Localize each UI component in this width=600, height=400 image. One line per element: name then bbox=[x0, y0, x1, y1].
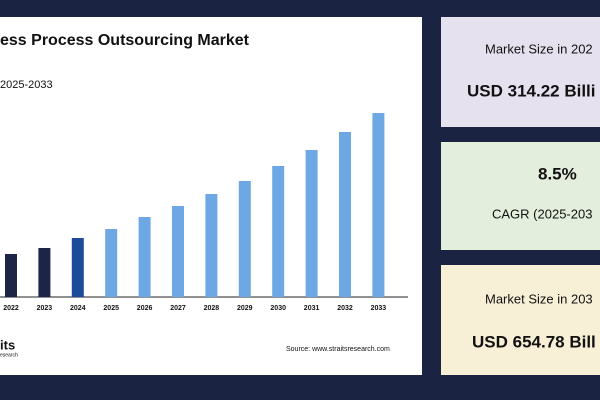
x-tick-label: 2031 bbox=[304, 305, 320, 312]
x-tick-label: 2024 bbox=[70, 305, 86, 312]
chart-subtitle: 2025-2033 bbox=[0, 79, 53, 91]
bar bbox=[71, 238, 84, 297]
card-value: USD 314.22 Billi bbox=[467, 81, 596, 100]
card-label: CAGR (2025-203 bbox=[492, 206, 592, 221]
card-value: 8.5% bbox=[538, 164, 577, 183]
x-tick-label: 2030 bbox=[270, 305, 286, 312]
bar bbox=[38, 248, 51, 297]
card bbox=[441, 17, 600, 127]
x-tick-label: 2032 bbox=[337, 305, 353, 312]
card bbox=[441, 265, 600, 375]
chart-title: ess Process Outsourcing Market bbox=[0, 32, 250, 49]
x-tick-label: 2026 bbox=[137, 305, 153, 312]
source: Source: www.straitsresearch.com bbox=[286, 346, 390, 353]
x-tick-label: 2029 bbox=[237, 305, 253, 312]
bar bbox=[205, 194, 218, 297]
card bbox=[441, 142, 600, 250]
bar bbox=[272, 166, 285, 297]
x-tick-label: 2028 bbox=[204, 305, 220, 312]
logo-sub: esearch bbox=[0, 352, 18, 358]
x-tick-label: 2023 bbox=[37, 305, 53, 312]
bar bbox=[5, 254, 17, 297]
logo: its bbox=[0, 337, 15, 352]
bar bbox=[105, 229, 118, 297]
x-tick-label: 2033 bbox=[371, 305, 387, 312]
card-value: USD 654.78 Bill bbox=[472, 332, 596, 351]
bar bbox=[305, 150, 318, 297]
x-tick-label: 2027 bbox=[170, 305, 186, 312]
x-tick-label: 2025 bbox=[103, 305, 119, 312]
card-label: Market Size in 202 bbox=[485, 41, 593, 56]
card-label: Market Size in 203 bbox=[485, 291, 593, 306]
bar bbox=[238, 181, 251, 297]
x-tick-label: 2022 bbox=[3, 305, 19, 312]
bar bbox=[138, 217, 151, 297]
bar bbox=[172, 206, 184, 297]
bar bbox=[339, 132, 351, 297]
bar bbox=[372, 113, 385, 297]
